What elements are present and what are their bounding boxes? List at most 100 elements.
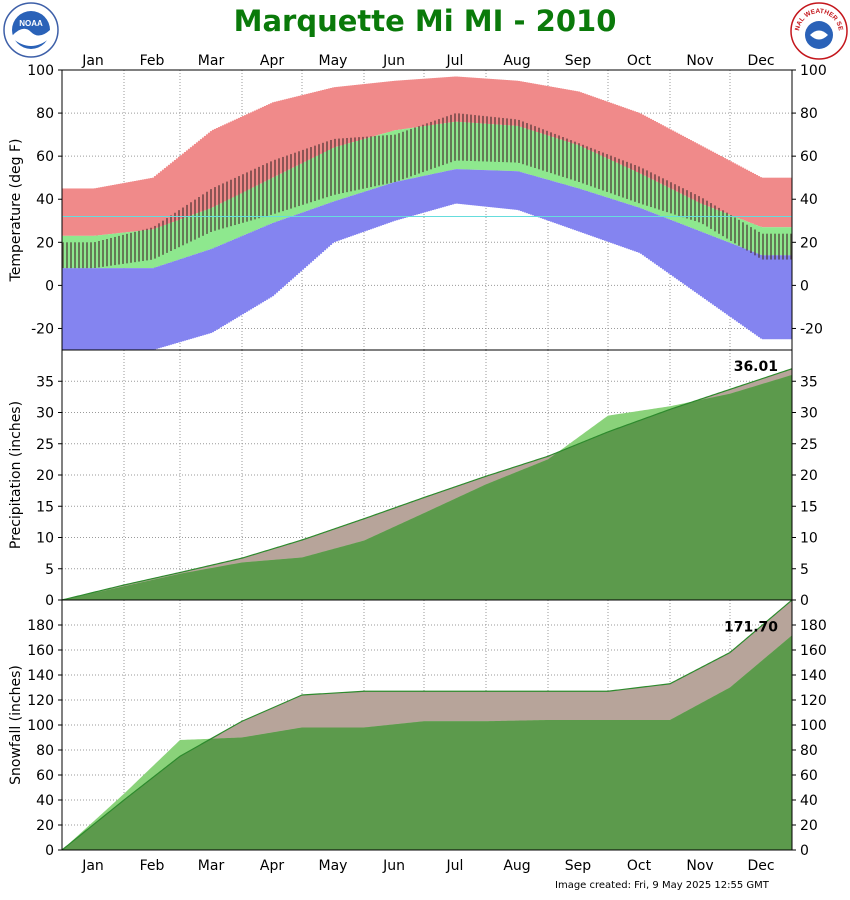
- record-low-bar: [679, 223, 683, 283]
- record-high-bar: [307, 93, 311, 160]
- normal-range-bar: [567, 142, 571, 186]
- record-high-bar: [781, 177, 785, 228]
- record-high-bar: [555, 87, 559, 139]
- record-low-bar: [769, 255, 773, 340]
- record-low-bar: [331, 201, 335, 244]
- record-high-bar: [231, 120, 235, 198]
- record-low-bar: [525, 173, 529, 214]
- record-high-bar: [535, 84, 539, 133]
- normal-range-bar: [139, 230, 143, 269]
- normal-range-bar: [739, 219, 743, 248]
- record-high-bar: [477, 78, 481, 124]
- record-low-bar: [729, 243, 733, 318]
- record-high-bar: [279, 100, 283, 174]
- month-labels: Jan Jan Feb Feb Mar Mar Apr Apr May May Jun Jun Jul J…: [81, 53, 774, 874]
- record-low-bar: [469, 169, 473, 206]
- record-low-bar: [211, 248, 215, 333]
- record-low-bar: [593, 193, 597, 238]
- record-high-bar: [497, 79, 501, 125]
- record-high-bar: [71, 188, 75, 236]
- record-high-bar: [121, 183, 125, 233]
- normal-range-bar: [667, 187, 671, 220]
- normal-range-bar: [103, 234, 107, 269]
- normal-range-bar: [219, 203, 223, 245]
- record-high-bar: [175, 158, 179, 221]
- record-low-bar: [179, 258, 183, 342]
- record-high-bar: [291, 97, 295, 168]
- record-high-bar: [261, 106, 265, 183]
- normal-range-bar: [515, 125, 519, 172]
- normal-range-bar: [199, 211, 203, 253]
- normal-range-bar: [691, 199, 695, 229]
- record-high-bar: [483, 78, 487, 124]
- normal-range-bar: [731, 215, 735, 244]
- record-low-bar: [445, 170, 449, 207]
- record-low-bar: [789, 255, 793, 340]
- normal-range-bar: [227, 199, 231, 242]
- record-high-bar: [571, 90, 575, 144]
- normal-range-bar: [387, 132, 391, 184]
- record-high-bar: [253, 110, 257, 187]
- record-high-bar: [525, 82, 529, 129]
- record-high-bar: [201, 137, 205, 212]
- normal-range-bar: [239, 193, 243, 237]
- record-high-bar: [461, 76, 465, 123]
- record-high-bar: [369, 83, 373, 138]
- record-high-bar: [353, 85, 357, 142]
- normal-range-bar: [527, 129, 531, 175]
- record-low-bar: [213, 247, 217, 331]
- y-tick-label: 25: [36, 437, 54, 453]
- record-high-bar: [395, 80, 399, 131]
- normal-range-bar: [175, 220, 179, 261]
- month-label-top: Aug: [503, 53, 530, 69]
- record-low-bar: [365, 190, 369, 231]
- record-low-bar: [697, 230, 701, 295]
- y-tick-label: 100: [27, 718, 54, 734]
- normal-range-bar: [439, 123, 443, 173]
- record-low-bar: [771, 255, 775, 340]
- record-high-bar: [441, 77, 445, 124]
- y-tick-label: 30: [800, 406, 818, 422]
- record-low-bar: [575, 187, 579, 231]
- record-high-bar: [73, 188, 77, 236]
- y-tick-label: 15: [36, 499, 54, 515]
- record-low-bar: [637, 207, 641, 253]
- record-high-bar: [329, 87, 333, 150]
- normal-range-bar: [555, 138, 559, 183]
- y-tick-label: 20: [800, 468, 818, 484]
- normal-range-bar: [135, 231, 139, 269]
- record-high-bar: [417, 79, 421, 127]
- y-tick-label: 20: [36, 235, 54, 251]
- record-low-bar: [639, 208, 643, 254]
- normal-range-bar: [719, 211, 723, 240]
- normal-range-bar: [319, 153, 323, 206]
- record-low-bar: [133, 268, 137, 350]
- record-high-bar: [499, 79, 503, 125]
- record-high-bar: [557, 88, 561, 140]
- record-low-bar: [125, 268, 129, 350]
- normal-range-bar: [479, 123, 483, 170]
- record-high-bar: [741, 167, 745, 220]
- record-high-bar: [167, 164, 171, 224]
- record-high-bar: [313, 91, 317, 157]
- record-low-bar: [455, 169, 459, 204]
- record-low-bar: [403, 179, 407, 218]
- nws-logo: NATIONAL WEATHER SERVICE: [787, 0, 848, 60]
- normal-range-bar: [743, 220, 747, 249]
- record-low-bar: [713, 236, 717, 307]
- record-high-bar: [191, 145, 195, 215]
- normal-range-bar: [435, 124, 439, 174]
- record-high-bar: [517, 80, 521, 127]
- record-low-bar: [763, 255, 767, 340]
- month-label-top: Mar: [198, 53, 225, 69]
- y-tick-label: 140: [27, 668, 54, 684]
- y-tick-label: 20: [36, 818, 54, 834]
- record-low-bar: [733, 244, 737, 321]
- normal-range-bar: [735, 217, 739, 246]
- record-high-bar: [335, 86, 339, 147]
- month-label-bottom: May: [319, 858, 348, 874]
- normal-range-bar: [591, 151, 595, 193]
- normal-range-bar: [767, 227, 771, 256]
- record-high-bar: [697, 144, 701, 203]
- normal-range-bar: [299, 163, 303, 214]
